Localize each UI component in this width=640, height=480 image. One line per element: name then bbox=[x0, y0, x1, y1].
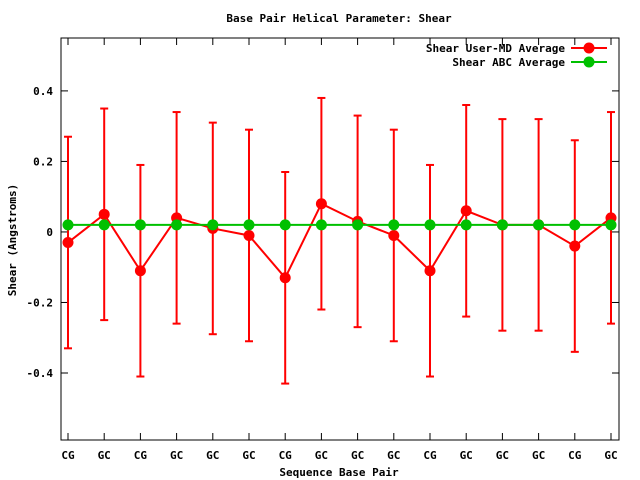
x-tick-label: CG bbox=[134, 449, 148, 462]
data-point-abc bbox=[460, 219, 472, 231]
x-tick-label: CG bbox=[61, 449, 75, 462]
x-tick-label: GC bbox=[532, 449, 545, 462]
y-tick-label: 0.2 bbox=[33, 155, 53, 168]
data-point-abc bbox=[605, 219, 617, 231]
series-line-user-md bbox=[67, 202, 612, 280]
data-point-abc bbox=[496, 219, 508, 231]
data-point-abc bbox=[171, 219, 183, 231]
legend-label: Shear ABC Average bbox=[452, 56, 565, 69]
chart-title: Base Pair Helical Parameter: Shear bbox=[226, 12, 452, 25]
data-point-user-md bbox=[424, 265, 436, 277]
data-point-abc bbox=[315, 219, 327, 231]
data-point-user-md bbox=[460, 205, 472, 217]
data-point-user-md bbox=[134, 265, 146, 277]
data-point-user-md bbox=[569, 240, 581, 252]
data-point-abc bbox=[424, 219, 436, 231]
x-tick-label: CG bbox=[568, 449, 582, 462]
ticks-layer: 0.4 0.2 0 -0.2 -0.4 CG GC CG GC GC GC CG GC GC GC CG GC G… bbox=[27, 38, 619, 462]
data-point-abc bbox=[279, 219, 291, 231]
y-axis-label: Shear (Angstroms) bbox=[6, 184, 19, 297]
data-point-abc bbox=[352, 219, 364, 231]
x-tick-label: CG bbox=[279, 449, 293, 462]
legend-marker bbox=[583, 42, 595, 54]
x-tick-label: GC bbox=[170, 449, 183, 462]
y-tick-label: -0.4 bbox=[27, 367, 54, 380]
y-tick-label: -0.2 bbox=[27, 296, 54, 309]
data-point-user-md bbox=[315, 198, 327, 210]
data-point-abc bbox=[533, 219, 545, 231]
x-tick-label: GC bbox=[98, 449, 111, 462]
data-point-abc bbox=[62, 219, 74, 231]
legend-label: Shear User-MD Average bbox=[426, 42, 565, 55]
x-tick-label: GC bbox=[496, 449, 509, 462]
data-point-user-md bbox=[62, 237, 74, 249]
data-point-abc bbox=[98, 219, 110, 231]
data-point-user-md bbox=[388, 229, 400, 241]
x-tick-label: GC bbox=[206, 449, 219, 462]
x-tick-label: GC bbox=[315, 449, 328, 462]
data-point-abc bbox=[388, 219, 400, 231]
series-layer bbox=[62, 96, 617, 385]
x-tick-label: GC bbox=[351, 449, 364, 462]
y-tick-label: 0 bbox=[46, 226, 53, 239]
data-point-user-md bbox=[279, 272, 291, 284]
x-tick-label: GC bbox=[242, 449, 255, 462]
x-tick-label: GC bbox=[460, 449, 473, 462]
x-axis-label: Sequence Base Pair bbox=[279, 466, 399, 479]
data-point-abc bbox=[243, 219, 255, 231]
data-point-user-md bbox=[98, 208, 110, 220]
y-tick-label: 0.4 bbox=[33, 85, 53, 98]
data-point-user-md bbox=[243, 229, 255, 241]
legend-marker bbox=[583, 56, 595, 68]
data-point-abc bbox=[134, 219, 146, 231]
data-point-abc bbox=[569, 219, 581, 231]
x-tick-label: GC bbox=[387, 449, 400, 462]
x-tick-label: CG bbox=[423, 449, 437, 462]
x-tick-label: GC bbox=[604, 449, 617, 462]
data-point-abc bbox=[207, 219, 219, 231]
plot-frame bbox=[60, 37, 620, 441]
